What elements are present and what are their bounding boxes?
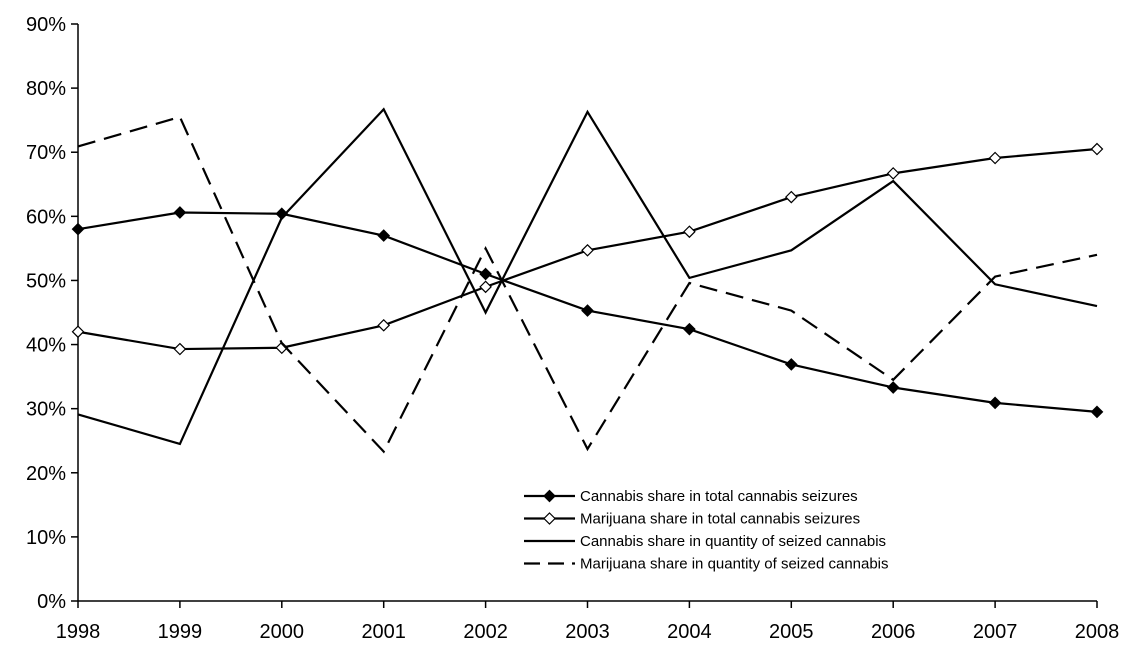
series-1 xyxy=(71,206,1104,419)
legend-label: Cannabis share in total cannabis seizure… xyxy=(580,488,858,505)
series-4 xyxy=(77,115,1098,454)
y-tick-label: 10% xyxy=(26,527,66,549)
legend: Cannabis share in total cannabis seizure… xyxy=(524,488,889,573)
x-tick-label: 2006 xyxy=(871,621,916,643)
legend-item: Cannabis share in quantity of seized can… xyxy=(524,533,886,550)
x-tick-label: 1999 xyxy=(158,621,203,643)
legend-label: Marijuana share in quantity of seized ca… xyxy=(580,556,889,573)
x-axis-ticks: 1998 1999 2000 2001 2002 2003 2004 2005 2006 2007… xyxy=(56,601,1120,643)
x-tick-label: 1998 xyxy=(56,621,101,643)
data-point xyxy=(71,222,85,236)
data-point xyxy=(173,342,187,356)
series-line xyxy=(77,115,1098,454)
x-tick-label: 2008 xyxy=(1075,621,1120,643)
data-point xyxy=(784,190,798,204)
y-tick-label: 30% xyxy=(26,399,66,421)
data-point xyxy=(886,167,900,180)
data-point xyxy=(683,225,696,239)
legend-item: Cannabis share in total cannabis seizure… xyxy=(524,488,858,505)
y-tick-label: 80% xyxy=(26,78,66,100)
data-point xyxy=(581,304,594,317)
legend-item: Marijuana share in quantity of seized ca… xyxy=(524,556,889,573)
data-point xyxy=(479,280,492,294)
y-tick-label: 90% xyxy=(26,14,66,36)
legend-label: Marijuana share in total cannabis seizur… xyxy=(580,511,860,528)
y-tick-label: 50% xyxy=(26,270,66,292)
series-lines xyxy=(71,107,1104,454)
y-axis-ticks: 0% 10% 20% 30% 40% 50% 60% 70% 80% 90% xyxy=(26,14,78,613)
data-point xyxy=(71,325,85,339)
x-tick-label: 2007 xyxy=(973,621,1018,643)
x-tick-label: 2005 xyxy=(769,621,814,643)
series-3 xyxy=(77,107,1098,446)
data-point xyxy=(988,396,1002,410)
series-2 xyxy=(71,142,1104,356)
y-tick-label: 40% xyxy=(26,335,66,357)
data-point xyxy=(886,381,900,394)
x-tick-label: 2003 xyxy=(565,621,610,643)
x-tick-label: 2000 xyxy=(260,621,305,643)
data-point xyxy=(988,151,1002,165)
data-point xyxy=(377,318,391,332)
data-point xyxy=(479,267,492,281)
x-tick-label: 2001 xyxy=(361,621,406,643)
data-point xyxy=(1090,142,1104,156)
data-point xyxy=(581,243,594,257)
legend-label: Cannabis share in quantity of seized can… xyxy=(580,533,886,550)
legend-marker xyxy=(543,512,556,525)
data-point xyxy=(377,229,391,242)
y-tick-label: 20% xyxy=(26,463,66,485)
series-line xyxy=(77,107,1098,446)
data-point xyxy=(683,322,696,336)
y-tick-label: 60% xyxy=(26,206,66,228)
legend-marker xyxy=(543,489,556,503)
x-tick-label: 2004 xyxy=(667,621,712,643)
data-point xyxy=(784,358,798,371)
data-point xyxy=(173,206,187,219)
y-tick-label: 0% xyxy=(37,591,66,613)
y-tick-label: 70% xyxy=(26,142,66,164)
legend-item: Marijuana share in total cannabis seizur… xyxy=(524,511,860,528)
x-tick-label: 2002 xyxy=(463,621,508,643)
data-point xyxy=(1090,405,1104,419)
